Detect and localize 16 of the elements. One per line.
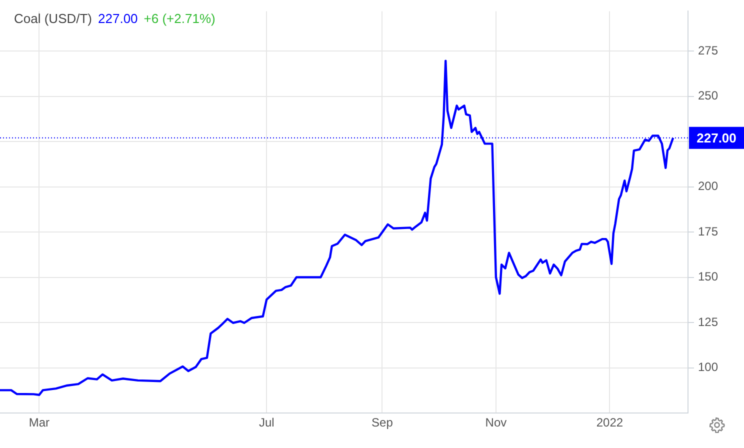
y-tick-label: 200 xyxy=(698,179,718,194)
chart-title: Coal (USD/T) xyxy=(14,11,92,26)
y-tick-label: 250 xyxy=(698,88,718,103)
annotation: +6 (+2.71%) xyxy=(144,11,216,26)
x-tick-label: Mar xyxy=(28,416,50,430)
annotation: 227.00 xyxy=(98,11,138,26)
y-tick-label: 175 xyxy=(698,224,718,238)
x-tick-label: Jul xyxy=(258,416,274,430)
x-tick-label: Nov xyxy=(485,416,507,430)
y-tick-label: 125 xyxy=(698,314,718,329)
y-tick-label: 150 xyxy=(698,270,718,284)
y-tick-label: 275 xyxy=(698,43,718,58)
ref-line-label: 227.00 xyxy=(696,130,736,146)
y-tick-label: 100 xyxy=(698,360,718,374)
x-tick-label: 2022 xyxy=(596,416,624,430)
x-tick-label: Sep xyxy=(372,416,394,430)
